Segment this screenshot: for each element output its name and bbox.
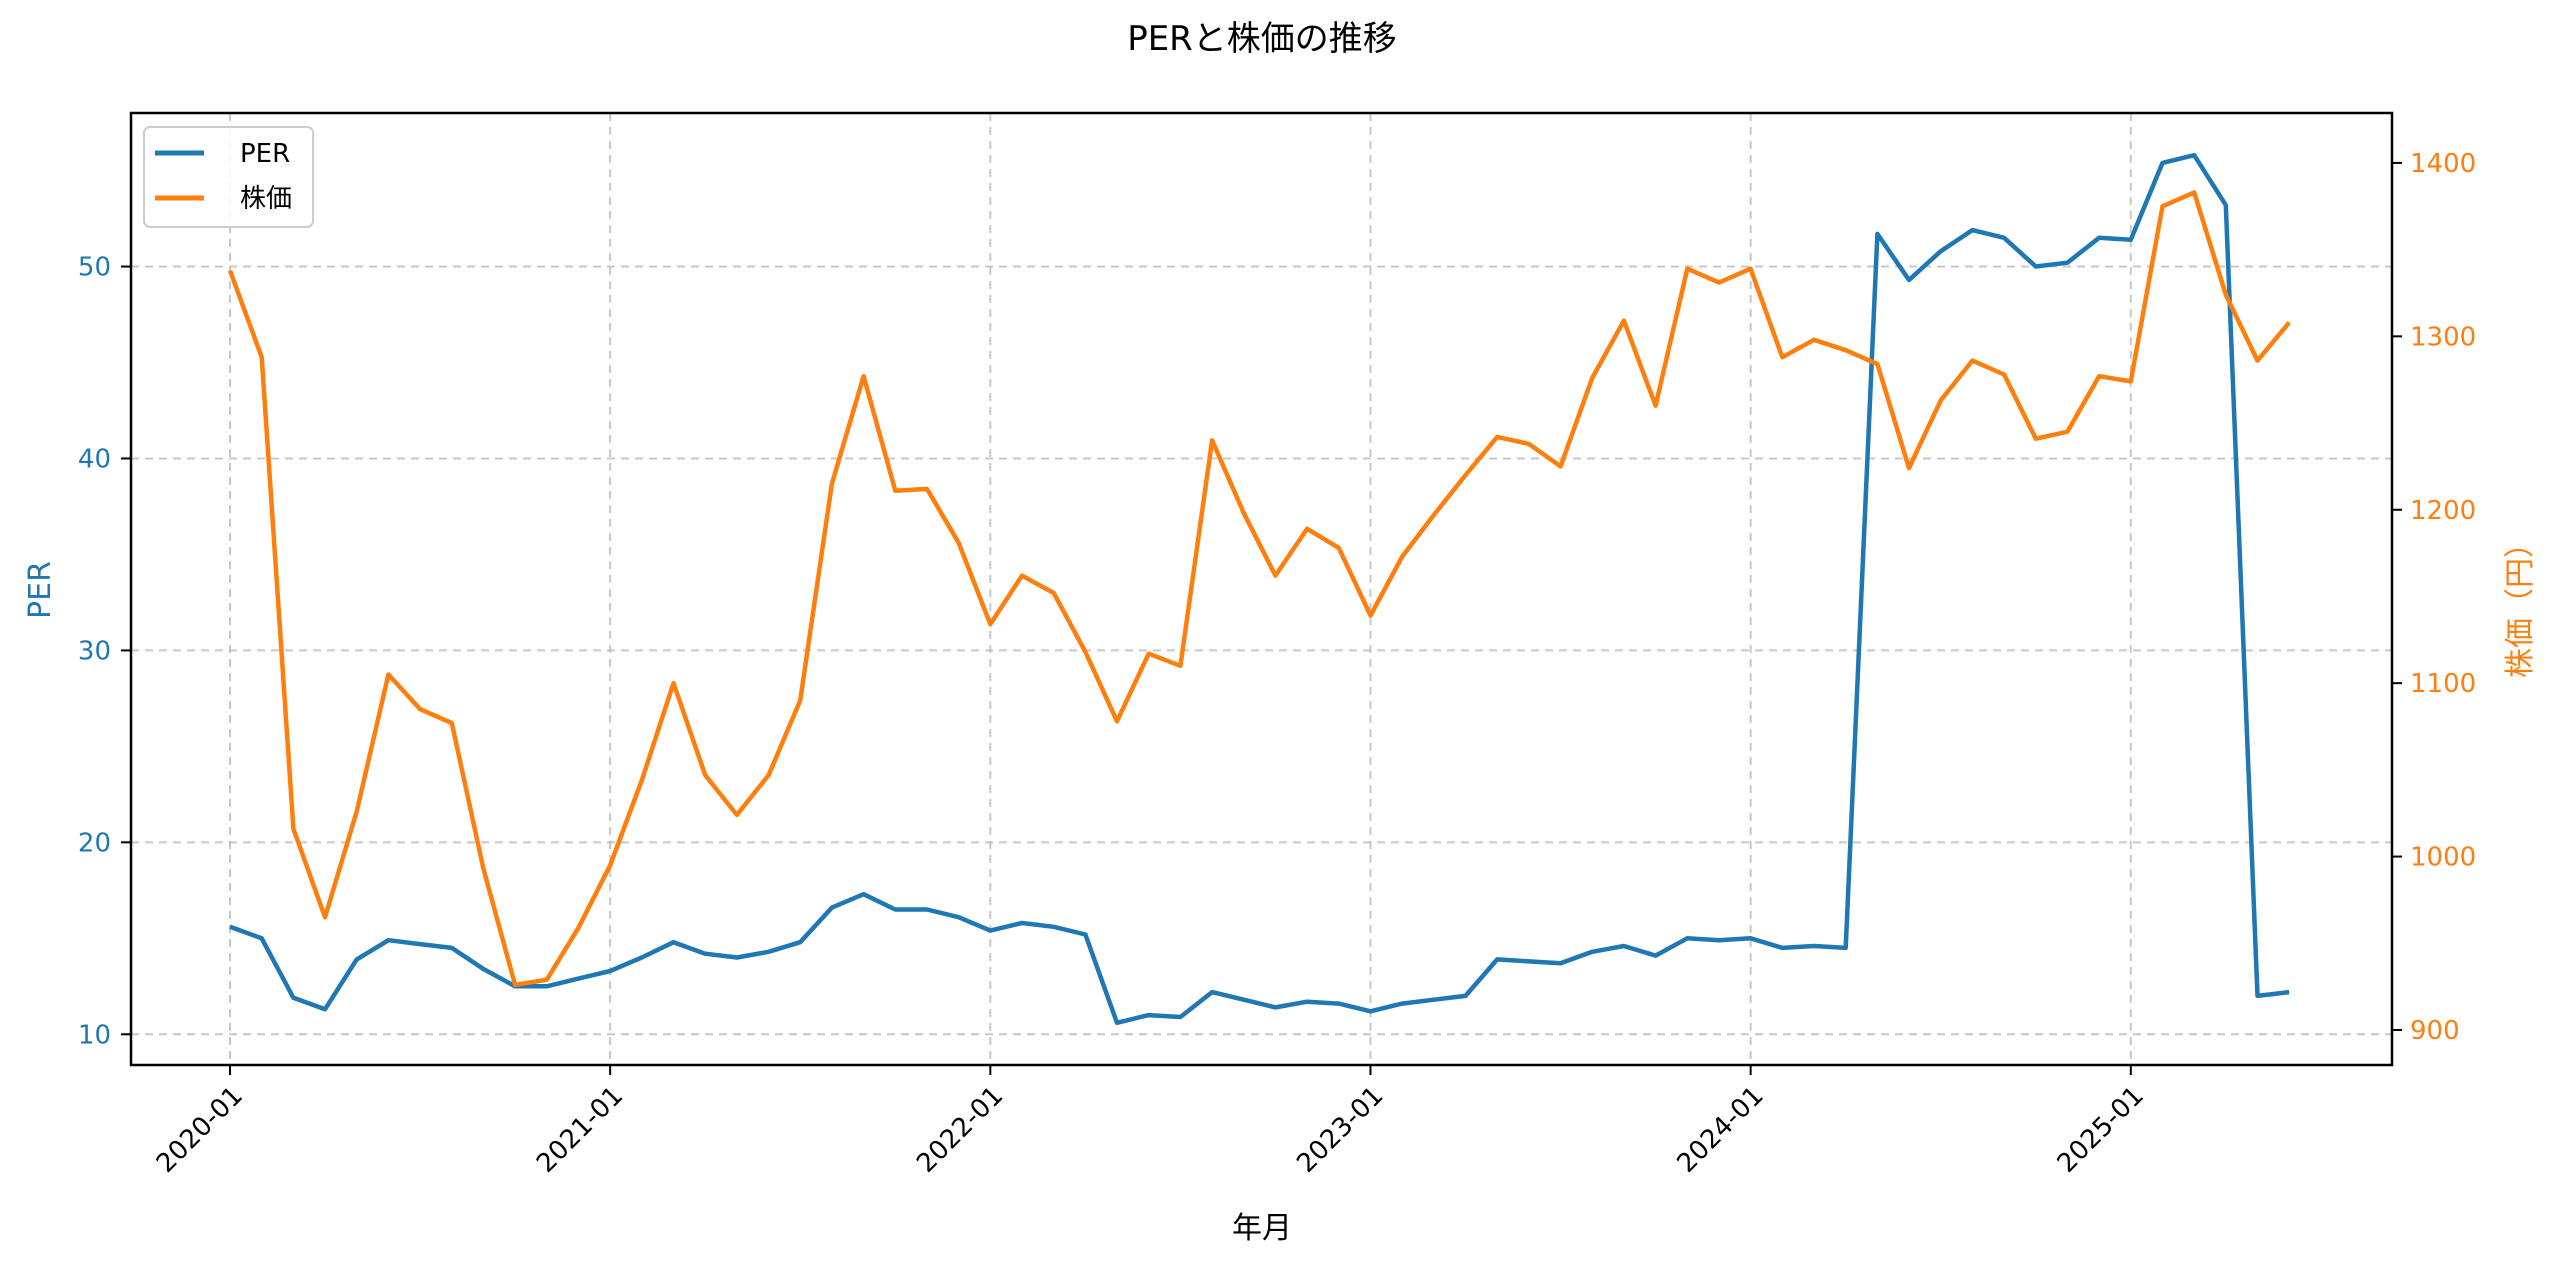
left-tick-label: 30 [78,636,111,666]
left-tick-label: 10 [78,1020,111,1050]
x-tick-label: 2021-01 [531,1081,629,1179]
right-axis-label: 株価（円） [2503,528,2538,678]
series-layer [227,152,2291,1026]
right-tick-label: 1100 [2410,669,2476,699]
right-y-axis: 900 1000 1100 1200 1300 1400 [2392,149,2476,1046]
x-tick-label: 2024-01 [1672,1081,1770,1179]
left-tick-label: 40 [78,444,111,474]
right-tick-label: 1000 [2410,843,2476,873]
left-tick-label: 20 [78,828,111,858]
x-tick-label: 2022-01 [911,1081,1009,1179]
legend-label-price: 株価 [240,184,292,214]
legend: PER 株価 [143,126,314,228]
price-line [227,190,2291,988]
x-tick-label: 2023-01 [1291,1081,1389,1179]
grid-lines [131,113,2392,1065]
right-tick-label: 1400 [2410,149,2476,179]
left-axis-label: PER [23,561,58,619]
plot-frame [129,111,2394,1067]
legend-label-per: PER [240,139,290,169]
x-tick-label: 2020-01 [151,1081,249,1179]
per-line [229,152,2290,1026]
x-tick-label: 2025-01 [2052,1081,2150,1179]
right-tick-label: 900 [2410,1016,2460,1046]
chart-title: PERと株価の推移 [1127,19,1397,59]
right-tick-label: 1300 [2410,322,2476,352]
left-y-axis: 10 20 30 40 50 [78,253,131,1050]
x-axis: 2020-01 2021-01 2022-01 2023-01 2024-01 2025-… [151,1065,2150,1179]
left-tick-label: 50 [78,253,111,283]
x-axis-label: 年月 [1232,1211,1292,1246]
right-tick-label: 1200 [2410,496,2476,526]
